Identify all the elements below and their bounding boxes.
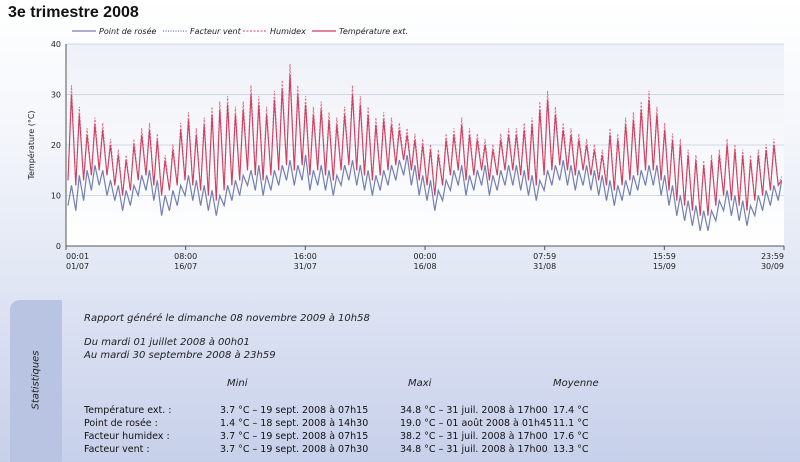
y-tick-label: 20 <box>51 141 61 150</box>
report-panel <box>0 293 800 462</box>
header-min: Mini <box>227 378 248 389</box>
x-tick-time: 00:00 <box>414 252 437 261</box>
x-tick-time: 23:59 <box>761 252 784 261</box>
x-tick-date: 31/08 <box>533 262 556 271</box>
legend: Point de rosée Facteur vent Humidex Tempéra… <box>72 26 408 36</box>
report-from: Du mardi 01 juillet 2008 à 00h01 <box>84 337 250 348</box>
x-tick-date: 16/07 <box>174 262 197 271</box>
series-temperature <box>67 74 783 216</box>
stat-max: 34.8 °C – 31 juil. 2008 à 17h00 <box>400 444 548 455</box>
y-axis-label: Température (°C) <box>26 110 36 180</box>
header-avg: Moyenne <box>553 378 599 389</box>
stat-min: 3.7 °C – 19 sept. 2008 à 07h15 <box>220 405 369 416</box>
x-tick-date: 30/09 <box>761 262 784 271</box>
stat-max: 34.8 °C – 31 juil. 2008 à 17h00 <box>400 405 548 416</box>
stat-min: 3.7 °C – 19 sept. 2008 à 07h30 <box>220 444 369 455</box>
stat-min: 1.4 °C – 18 sept. 2008 à 14h30 <box>220 418 369 429</box>
y-axis: 0 10 20 30 40 <box>51 40 61 251</box>
x-tick-time: 00:01 <box>66 252 89 261</box>
stat-avg: 11.1 °C <box>553 418 589 429</box>
x-tick-time: 08:00 <box>174 252 197 261</box>
page-title: 3e trimestre 2008 <box>8 4 139 21</box>
header-max: Maxi <box>408 378 432 389</box>
stat-avg: 17.6 °C <box>553 431 589 442</box>
stat-label: Température ext. : <box>84 405 172 416</box>
x-tick-time: 07:59 <box>533 252 556 261</box>
stat-max: 19.0 °C – 01 août 2008 à 01h45 <box>400 418 553 429</box>
legend-label: Facteur vent <box>190 27 242 36</box>
x-tick-date: 01/07 <box>66 262 89 271</box>
statistics-label: Statistiques <box>30 350 42 410</box>
y-tick-label: 30 <box>51 91 61 100</box>
x-tick-time: 16:00 <box>294 252 317 261</box>
y-tick-label: 10 <box>51 192 61 201</box>
legend-label: Humidex <box>270 27 306 36</box>
stat-avg: 13.3 °C <box>553 444 589 455</box>
x-tick-date: 31/07 <box>294 262 317 271</box>
stat-label: Facteur vent : <box>84 444 150 455</box>
stat-label: Point de rosée : <box>84 418 158 429</box>
stat-avg: 17.4 °C <box>553 405 589 416</box>
stat-max: 38.2 °C – 31 juil. 2008 à 17h00 <box>400 431 548 442</box>
x-tick-time: 15:59 <box>653 252 676 261</box>
report-generated: Rapport généré le dimanche 08 novembre 2… <box>84 313 370 324</box>
y-tick-label: 0 <box>56 242 61 251</box>
legend-label: Point de rosée <box>99 26 157 36</box>
x-tick-date: 16/08 <box>414 262 437 271</box>
series-dewpoint <box>67 154 783 231</box>
report-to: Au mardi 30 septembre 2008 à 23h59 <box>84 350 276 361</box>
statistics-sidebar <box>10 300 62 462</box>
y-tick-label: 40 <box>51 40 61 49</box>
legend-label: Température ext. <box>339 26 408 36</box>
x-tick-date: 15/09 <box>653 262 676 271</box>
stat-min: 3.7 °C – 19 sept. 2008 à 07h15 <box>220 431 369 442</box>
stat-label: Facteur humidex : <box>84 431 170 442</box>
series-lines <box>67 63 783 231</box>
